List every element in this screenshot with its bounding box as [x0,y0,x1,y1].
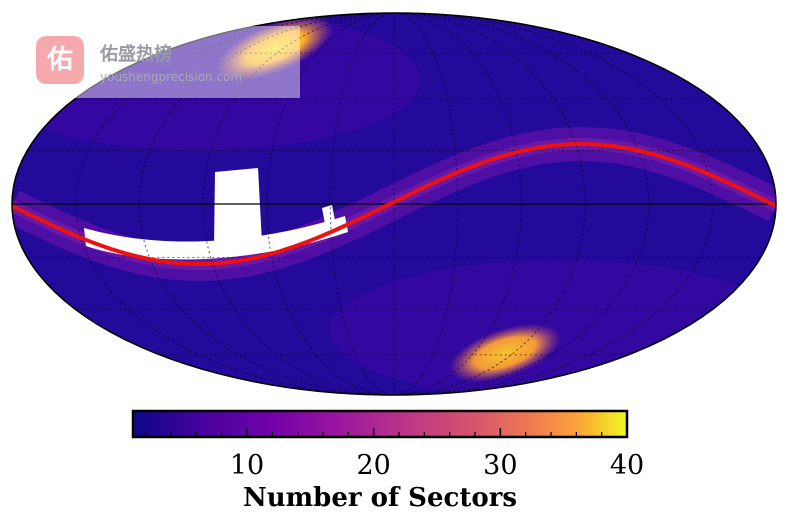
watermark-logo: 佑 [36,36,84,84]
ecliptic-line [12,142,776,266]
watermark-url: youshengprecision.com [100,70,243,84]
southern-coverage-area [330,260,776,395]
southern-cvz-region [449,323,561,383]
watermark: 佑 佑盛热榜 youshengprecision.com [22,26,300,98]
colorbar-tick-label: 20 [356,450,390,481]
unobserved-gap-vertical [214,168,262,248]
colorbar-gradient [131,409,629,439]
unobserved-gap-fragment [322,205,336,229]
map-body [12,13,776,395]
colorbar-tick-label: 30 [483,450,517,481]
colorbar-tick-label: 40 [610,450,644,481]
northern-cvz-region [216,15,334,81]
colorbar-label: Number of Sectors [243,483,517,513]
colorbar-tick-label: 10 [230,450,264,481]
watermark-name: 佑盛热榜 [100,44,172,65]
map-border [11,12,777,396]
colorbar-ticks: 10 20 30 40 [230,428,644,481]
colorbar-minor-ticks [145,432,603,437]
colorbar: 10 20 30 40 Number of Sectors [131,409,644,513]
